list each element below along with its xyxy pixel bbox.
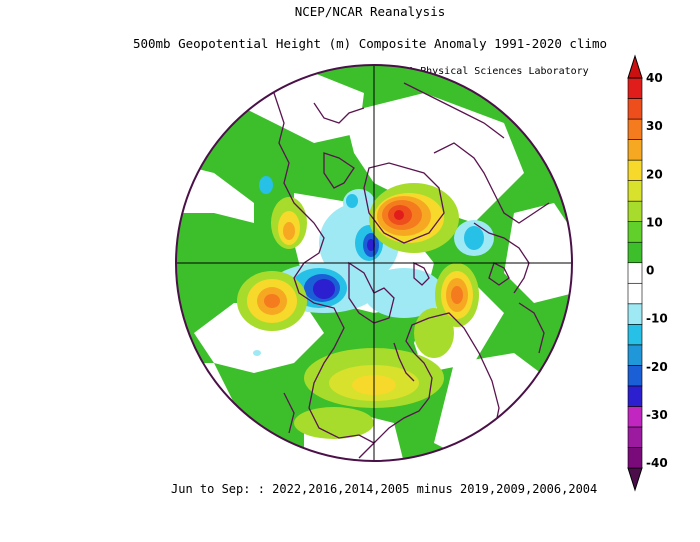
colorbar-box [627, 139, 643, 161]
colorbar-tick-label: -30 [646, 408, 668, 422]
colorbar-box [627, 303, 643, 325]
colorbar-tick-label: -20 [646, 360, 668, 374]
credit-label: NOAA Physical Sciences Laboratory [390, 66, 589, 77]
colorbar-boxes [627, 54, 643, 492]
colorbar-box [627, 180, 643, 202]
colorbar-box [627, 406, 643, 428]
colorbar-box [627, 159, 643, 181]
colorbar-ticks: 40 30 20 10 0 -10 -20 -30 -40 [646, 71, 668, 470]
colorbar-box [627, 324, 643, 346]
colorbar-arrow-bottom [627, 467, 643, 492]
colorbar-box [627, 221, 643, 243]
chart-subtitle: 500mb Geopotential Height (m) Composite … [132, 36, 608, 51]
coastlines [273, 82, 550, 459]
colorbar-box [627, 365, 643, 387]
colorbar-tick-label: -10 [646, 312, 668, 326]
colorbar-box [627, 385, 643, 407]
colorbar-box [627, 344, 643, 366]
colorbar-svg: 40 30 20 10 0 -10 -20 -30 -40 [627, 54, 668, 492]
colorbar-box [627, 98, 643, 120]
colorbar-tick-label: 0 [646, 264, 654, 278]
colorbar-box [627, 447, 643, 469]
colorbar-box [627, 241, 643, 264]
colorbar-tick-label: 30 [646, 119, 663, 133]
colorbar-tick-label: 20 [646, 167, 663, 181]
colorbar-box [627, 282, 643, 305]
map-border [175, 64, 573, 462]
colorbar-box [627, 200, 643, 222]
colorbar-tick-label: 40 [646, 71, 663, 85]
colorbar-box [627, 77, 643, 99]
footer-caption: Jun to Sep: : 2022,2016,2014,2005 minus … [171, 482, 598, 496]
polar-map [174, 63, 574, 463]
chart-title: NCEP/NCAR Reanalysis [294, 4, 446, 19]
colorbar-box [627, 262, 643, 284]
colorbar-tick-label: -40 [646, 456, 668, 470]
colorbar-arrow-top [627, 54, 643, 79]
color-legend: 40 30 20 10 0 -10 -20 -30 -40 [620, 50, 680, 495]
colorbar-box [627, 118, 643, 140]
map-svg [175, 64, 573, 462]
colorbar-box [627, 426, 643, 448]
colorbar-tick-label: 10 [646, 215, 663, 229]
